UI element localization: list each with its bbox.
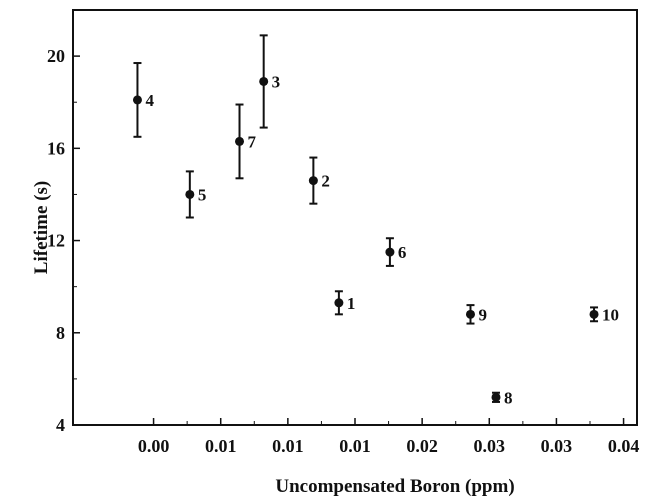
x-tick-label: 0.00 — [138, 436, 170, 456]
data-point: 10 — [589, 305, 619, 324]
point-marker — [334, 298, 344, 308]
point-label: 9 — [478, 305, 487, 324]
x-tick-label: 0.03 — [541, 436, 573, 456]
point-label: 5 — [198, 185, 207, 204]
point-label: 10 — [602, 305, 619, 324]
point-label: 1 — [347, 294, 356, 313]
y-tick-label: 4 — [56, 415, 65, 435]
y-tick-label: 8 — [56, 323, 65, 343]
point-label: 3 — [272, 72, 281, 91]
point-marker — [235, 136, 245, 146]
data-point: 6 — [385, 237, 407, 267]
point-marker — [259, 76, 269, 86]
x-tick-label: 0.03 — [474, 436, 506, 456]
point-marker — [491, 392, 501, 402]
data-point: 7 — [235, 103, 257, 180]
data-point: 5 — [185, 170, 207, 219]
x-tick-label: 0.04 — [608, 436, 640, 456]
y-tick-label: 12 — [47, 231, 65, 251]
x-tick-label: 0.01 — [339, 436, 371, 456]
x-axis-title: Uncompensated Boron (ppm) — [275, 476, 514, 497]
x-tick-label: 0.01 — [272, 436, 304, 456]
y-axis: 4 8 12 16 20 — [47, 46, 80, 435]
y-axis-title: Lifetime (s) — [31, 181, 52, 274]
point-marker — [589, 309, 599, 319]
x-tick-label: 0.02 — [406, 436, 438, 456]
y-tick-label: 16 — [47, 138, 65, 158]
point-label: 2 — [321, 172, 330, 191]
point-label: 8 — [504, 388, 513, 407]
y-tick-label: 20 — [47, 46, 65, 66]
point-marker — [132, 95, 142, 105]
x-tick-label: 0.01 — [205, 436, 237, 456]
point-label: 6 — [398, 243, 407, 262]
data-point: 4 — [132, 62, 154, 138]
x-axis: 0.00 0.01 0.01 0.01 0.02 0.03 0.03 0.04 — [138, 418, 640, 456]
data-point: 8 — [491, 388, 513, 407]
point-marker — [465, 309, 475, 319]
plot-frame — [72, 9, 638, 426]
point-marker — [308, 176, 318, 186]
point-label: 4 — [145, 91, 154, 110]
data-points: 1 2 3 4 5 6 7 8 9 10 — [132, 34, 619, 407]
data-point: 2 — [308, 156, 330, 205]
point-marker — [185, 189, 195, 199]
point-label: 7 — [248, 132, 257, 151]
data-point: 1 — [334, 290, 356, 316]
point-marker — [385, 247, 395, 257]
data-point: 3 — [259, 34, 281, 129]
data-point: 9 — [465, 304, 487, 325]
